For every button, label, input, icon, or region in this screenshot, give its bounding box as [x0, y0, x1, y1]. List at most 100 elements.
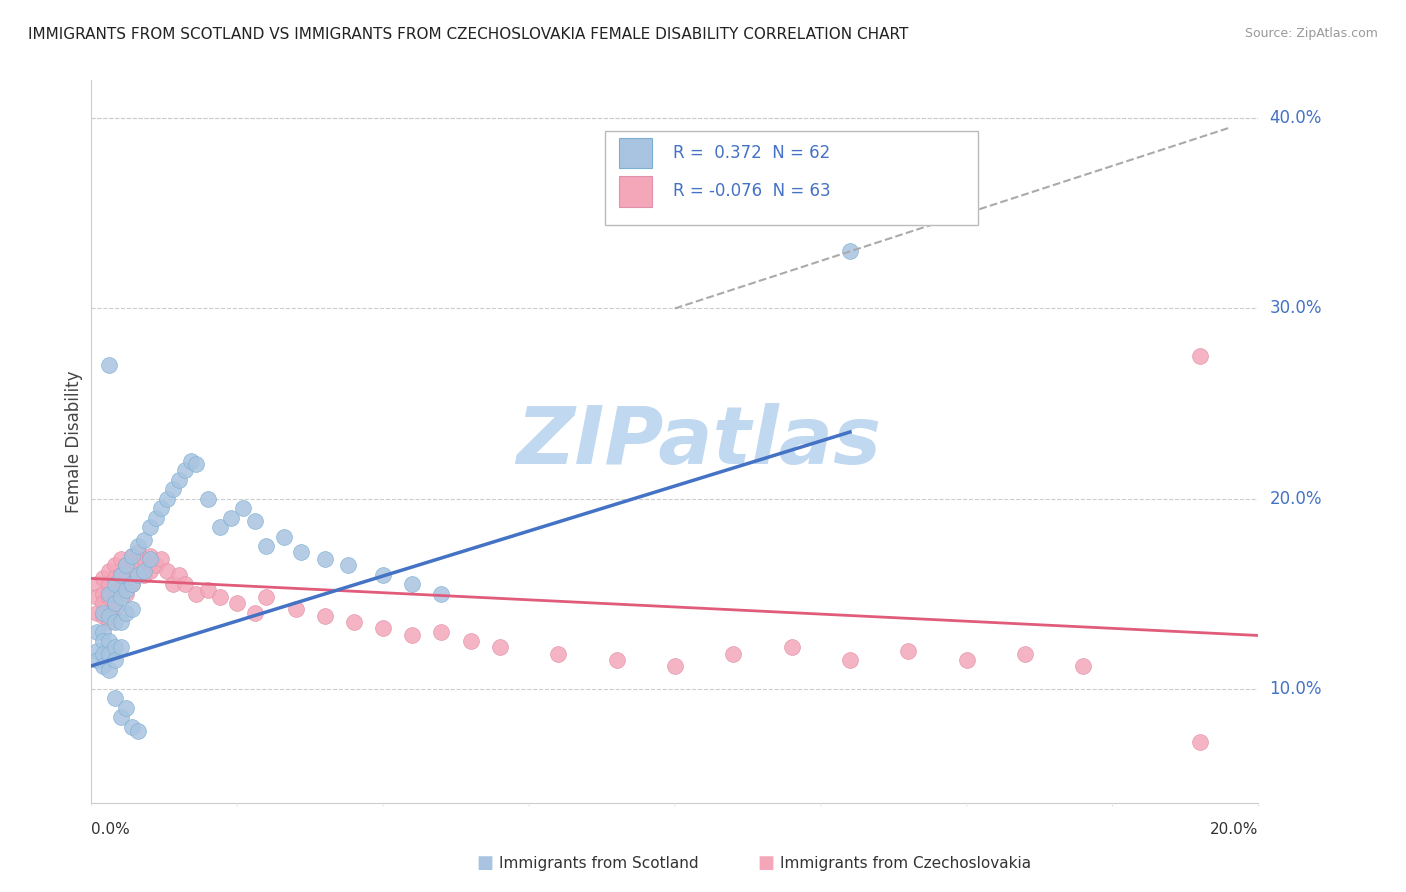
Point: [110, 552, 132, 566]
Point: [104, 596, 127, 610]
Point: [91, 624, 114, 639]
Point: [197, 491, 219, 506]
Point: [110, 615, 132, 630]
Point: [86, 643, 108, 657]
Point: [956, 653, 979, 667]
Point: [371, 567, 394, 582]
Point: [97, 663, 120, 677]
Text: 40.0%: 40.0%: [1270, 110, 1322, 128]
Point: [86, 606, 108, 620]
Point: [337, 558, 360, 573]
Point: [186, 587, 208, 601]
Point: [156, 491, 179, 506]
Point: [121, 577, 143, 591]
Point: [162, 577, 184, 591]
Point: [273, 530, 295, 544]
Text: ■: ■: [758, 855, 775, 872]
Point: [91, 659, 114, 673]
Point: [127, 539, 149, 553]
Point: [150, 552, 173, 566]
FancyBboxPatch shape: [605, 131, 979, 225]
Text: 0.0%: 0.0%: [91, 822, 131, 838]
Bar: [619, 138, 651, 169]
Point: [180, 453, 202, 467]
Point: [110, 567, 132, 582]
Point: [91, 571, 114, 585]
Point: [1189, 349, 1212, 363]
Point: [167, 473, 190, 487]
Text: 20.0%: 20.0%: [1270, 490, 1322, 508]
Point: [97, 359, 120, 373]
Point: [254, 539, 277, 553]
Text: ■: ■: [477, 855, 494, 872]
Point: [127, 545, 149, 559]
Text: R =  0.372  N = 62: R = 0.372 N = 62: [672, 144, 830, 161]
Point: [430, 587, 453, 601]
Point: [284, 602, 307, 616]
Point: [91, 596, 114, 610]
Point: [97, 606, 120, 620]
Point: [167, 567, 190, 582]
Point: [115, 571, 138, 585]
Point: [221, 510, 243, 524]
Point: [115, 606, 138, 620]
Point: [110, 591, 132, 605]
Point: [115, 582, 138, 597]
Point: [86, 591, 108, 605]
Point: [121, 549, 143, 563]
Text: 30.0%: 30.0%: [1270, 300, 1322, 318]
Point: [132, 567, 155, 582]
Point: [208, 591, 231, 605]
Point: [127, 558, 149, 573]
Point: [145, 558, 167, 573]
Point: [290, 545, 312, 559]
Point: [838, 244, 860, 259]
Point: [91, 648, 114, 662]
Point: [115, 700, 138, 714]
Point: [97, 609, 120, 624]
Point: [97, 648, 120, 662]
Point: [110, 582, 132, 597]
Point: [115, 558, 138, 573]
Point: [208, 520, 231, 534]
Point: [460, 634, 482, 648]
Point: [121, 577, 143, 591]
Point: [197, 582, 219, 597]
Point: [314, 552, 336, 566]
Bar: [619, 177, 651, 207]
Point: [489, 640, 512, 654]
Point: [314, 609, 336, 624]
Point: [1014, 648, 1036, 662]
Point: [132, 533, 155, 548]
Point: [780, 640, 803, 654]
Point: [121, 564, 143, 578]
Point: [371, 621, 394, 635]
Point: [104, 558, 127, 573]
Point: [401, 577, 423, 591]
Point: [104, 587, 127, 601]
Point: [173, 463, 195, 477]
Point: [104, 653, 127, 667]
Point: [132, 552, 155, 566]
Point: [91, 606, 114, 620]
Point: [91, 609, 114, 624]
Point: [838, 653, 860, 667]
Point: [150, 501, 173, 516]
Point: [110, 710, 132, 724]
Point: [97, 591, 120, 605]
Point: [145, 510, 167, 524]
Point: [86, 577, 108, 591]
Point: [723, 648, 745, 662]
Point: [254, 591, 277, 605]
Point: [104, 602, 127, 616]
Point: [547, 648, 569, 662]
Point: [138, 549, 162, 563]
Point: [115, 558, 138, 573]
Point: [91, 587, 114, 601]
Point: [232, 501, 254, 516]
Point: [243, 515, 266, 529]
Point: [1189, 735, 1212, 749]
Point: [138, 564, 162, 578]
Point: [97, 587, 120, 601]
Point: [127, 567, 149, 582]
